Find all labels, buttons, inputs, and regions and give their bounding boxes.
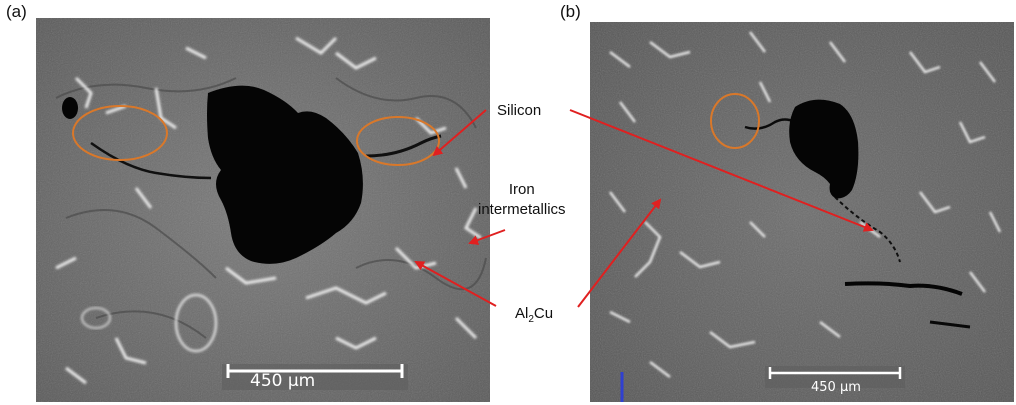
label-iron-line2: intermetallics	[478, 201, 566, 218]
label-iron-line1: Iron	[508, 181, 535, 198]
scale-bar-b	[765, 366, 905, 388]
label-al2cu-sub: 2	[528, 314, 534, 325]
label-al2cu: Al2Cu	[515, 304, 553, 330]
scale-bar-a	[222, 364, 408, 390]
panel-a-label: (a)	[6, 2, 27, 21]
label-silicon: Silicon	[497, 102, 542, 119]
micrograph-a	[36, 18, 490, 402]
label-al2cu-prefix: Al	[515, 305, 529, 322]
panel-b-label: (b)	[560, 2, 581, 21]
scale-bar-label-a: 450 µm	[250, 371, 316, 391]
label-iron-intermetallics: Iron intermetallics	[478, 180, 566, 220]
micrograph-b	[590, 22, 1014, 402]
scale-bar-label-b: 450 µm	[811, 380, 861, 395]
label-al2cu-suffix: Cu	[533, 305, 554, 322]
